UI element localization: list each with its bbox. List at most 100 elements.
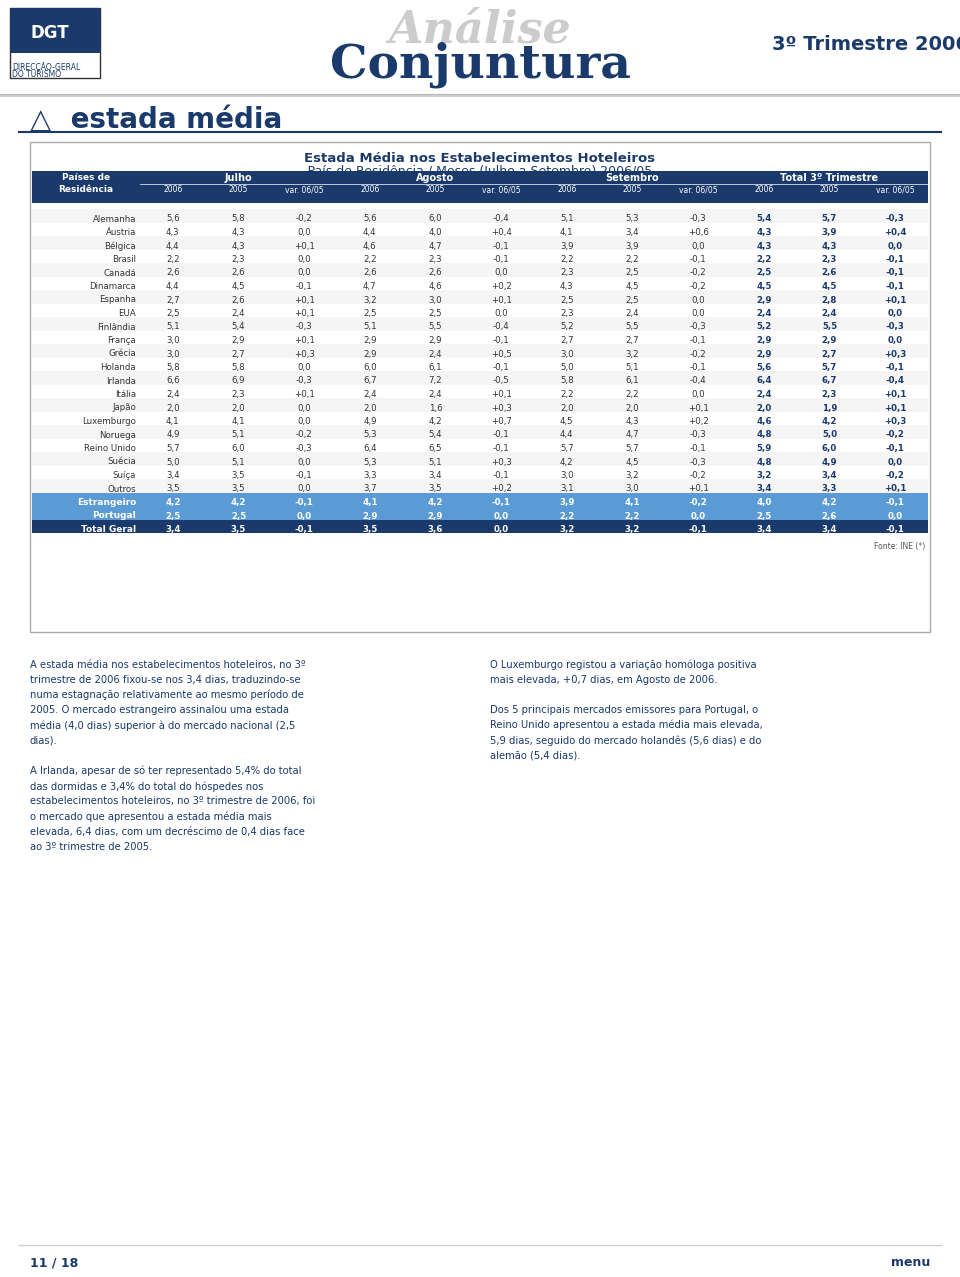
Text: Total 3º Trimestre: Total 3º Trimestre xyxy=(780,172,878,183)
Text: 4,5: 4,5 xyxy=(756,282,772,291)
Text: Agosto: Agosto xyxy=(417,172,455,183)
Text: 3,2: 3,2 xyxy=(625,525,640,534)
Text: 0,0: 0,0 xyxy=(888,241,902,250)
Text: 6,5: 6,5 xyxy=(429,444,443,453)
Text: 5,7: 5,7 xyxy=(822,215,837,223)
Text: 2,6: 2,6 xyxy=(822,512,837,521)
Text: 4,5: 4,5 xyxy=(626,282,639,291)
Bar xyxy=(32,304,928,317)
Text: 3,3: 3,3 xyxy=(363,471,376,480)
Text: Portugal: Portugal xyxy=(92,512,136,521)
Text: 4,3: 4,3 xyxy=(756,241,772,250)
Text: 5,1: 5,1 xyxy=(429,457,443,466)
Text: 2,4: 2,4 xyxy=(166,389,180,398)
Text: +0,1: +0,1 xyxy=(884,484,906,493)
Text: 4,2: 4,2 xyxy=(822,418,837,427)
Text: +0,1: +0,1 xyxy=(294,389,315,398)
Bar xyxy=(32,398,928,411)
Text: 2,5: 2,5 xyxy=(626,268,639,277)
Text: -0,3: -0,3 xyxy=(296,377,313,386)
Text: 3,4: 3,4 xyxy=(166,471,180,480)
Text: -0,3: -0,3 xyxy=(296,444,313,453)
Text: -0,1: -0,1 xyxy=(492,498,511,507)
Text: 2,2: 2,2 xyxy=(626,255,639,264)
Bar xyxy=(32,263,928,277)
Text: 4,6: 4,6 xyxy=(363,241,376,250)
Text: 4,3: 4,3 xyxy=(626,418,639,427)
Text: 2,9: 2,9 xyxy=(231,336,245,345)
Text: 2,4: 2,4 xyxy=(363,389,376,398)
Text: 5,0: 5,0 xyxy=(822,430,837,439)
Text: Canadá: Canadá xyxy=(104,268,136,277)
Text: var. 06/05: var. 06/05 xyxy=(285,185,324,194)
Text: -0,3: -0,3 xyxy=(690,457,707,466)
Text: -0,3: -0,3 xyxy=(690,430,707,439)
Text: 5,7: 5,7 xyxy=(626,444,639,453)
Text: A estada média nos estabelecimentos hoteleiros, no 3º
trimestre de 2006 fixou-se: A estada média nos estabelecimentos hote… xyxy=(30,660,315,852)
Text: -0,4: -0,4 xyxy=(492,323,510,332)
Text: 4,3: 4,3 xyxy=(166,229,180,238)
Bar xyxy=(32,331,928,345)
Text: +0,2: +0,2 xyxy=(491,282,512,291)
Text: -0,1: -0,1 xyxy=(886,268,904,277)
Text: -0,5: -0,5 xyxy=(492,377,510,386)
Text: DO TURISMO: DO TURISMO xyxy=(12,70,61,79)
Text: -0,3: -0,3 xyxy=(886,215,904,223)
Text: 2,2: 2,2 xyxy=(756,255,772,264)
Text: +0,3: +0,3 xyxy=(491,457,512,466)
Text: 4,4: 4,4 xyxy=(363,229,376,238)
Text: 4,1: 4,1 xyxy=(560,229,574,238)
Text: 2,9: 2,9 xyxy=(428,512,444,521)
Text: 0,0: 0,0 xyxy=(691,309,705,318)
Text: +0,3: +0,3 xyxy=(294,350,315,359)
Text: Bélgica: Bélgica xyxy=(105,241,136,250)
Text: 2,0: 2,0 xyxy=(231,404,246,412)
Text: 2,9: 2,9 xyxy=(363,350,376,359)
Text: 4,3: 4,3 xyxy=(231,229,246,238)
Text: Conjuntura: Conjuntura xyxy=(329,42,631,88)
Text: 5,8: 5,8 xyxy=(231,363,246,372)
Text: 5,4: 5,4 xyxy=(756,215,772,223)
Text: 2,5: 2,5 xyxy=(363,309,376,318)
Text: 4,3: 4,3 xyxy=(822,241,837,250)
Text: 4,3: 4,3 xyxy=(756,229,772,238)
Bar xyxy=(32,277,928,290)
Text: Total Geral: Total Geral xyxy=(81,525,136,534)
Text: 2,5: 2,5 xyxy=(560,295,574,304)
Text: 2006: 2006 xyxy=(360,185,379,194)
Bar xyxy=(32,384,928,398)
Bar xyxy=(32,493,928,506)
Bar xyxy=(32,250,928,263)
Text: 6,6: 6,6 xyxy=(166,377,180,386)
Text: 4,5: 4,5 xyxy=(822,282,837,291)
Text: +0,1: +0,1 xyxy=(294,295,315,304)
Text: 3,6: 3,6 xyxy=(428,525,444,534)
Text: Alemanha: Alemanha xyxy=(92,215,136,223)
Text: 6,1: 6,1 xyxy=(429,363,443,372)
Text: 2,7: 2,7 xyxy=(231,350,246,359)
Bar xyxy=(32,222,928,236)
Text: +0,1: +0,1 xyxy=(687,404,708,412)
Text: - País de Residência / Meses (Julho a Setembro) 2006/05 -: - País de Residência / Meses (Julho a Se… xyxy=(300,166,660,179)
Text: 2,6: 2,6 xyxy=(166,268,180,277)
Text: Japão: Japão xyxy=(112,404,136,412)
Text: Noruega: Noruega xyxy=(99,430,136,439)
Text: 0,0: 0,0 xyxy=(298,268,311,277)
Text: -0,4: -0,4 xyxy=(492,215,510,223)
Text: +0,3: +0,3 xyxy=(491,404,512,412)
Text: -0,2: -0,2 xyxy=(296,215,313,223)
Text: +0,1: +0,1 xyxy=(294,241,315,250)
Text: -0,1: -0,1 xyxy=(492,444,510,453)
Text: 3,5: 3,5 xyxy=(230,525,246,534)
Text: 0,0: 0,0 xyxy=(298,404,311,412)
Text: 6,0: 6,0 xyxy=(363,363,376,372)
Text: 2,4: 2,4 xyxy=(822,309,837,318)
Text: 6,9: 6,9 xyxy=(231,377,245,386)
Text: +0,1: +0,1 xyxy=(294,336,315,345)
Text: 5,1: 5,1 xyxy=(231,430,246,439)
Text: 0,0: 0,0 xyxy=(888,336,902,345)
Text: 2,0: 2,0 xyxy=(560,404,574,412)
Text: 2,6: 2,6 xyxy=(822,268,837,277)
Text: 2,9: 2,9 xyxy=(362,512,377,521)
Text: 4,9: 4,9 xyxy=(166,430,180,439)
